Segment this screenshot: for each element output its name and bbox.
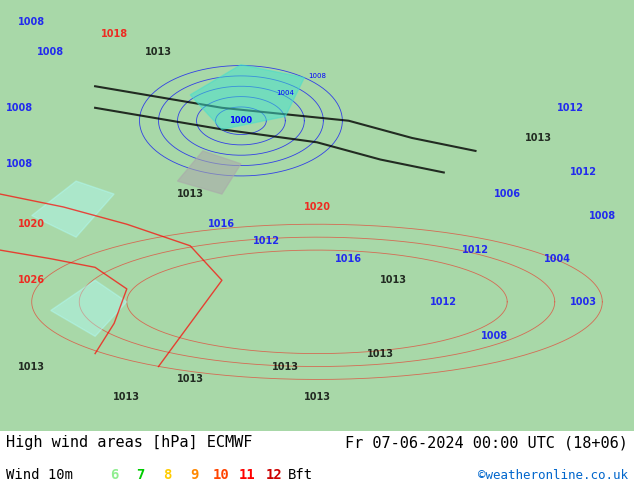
Text: Fr 07-06-2024 00:00 UTC (18+06): Fr 07-06-2024 00:00 UTC (18+06)	[345, 436, 628, 450]
Text: 1013: 1013	[177, 374, 204, 385]
Text: 1003: 1003	[570, 297, 597, 307]
Text: 8: 8	[163, 468, 172, 482]
Text: 1004: 1004	[545, 254, 571, 264]
Text: 1013: 1013	[145, 47, 172, 57]
Text: 1012: 1012	[462, 245, 489, 255]
Text: 11: 11	[239, 468, 256, 482]
Text: 1013: 1013	[18, 362, 45, 371]
Polygon shape	[51, 280, 127, 336]
Text: 1013: 1013	[272, 362, 299, 371]
Text: High wind areas [hPa] ECMWF: High wind areas [hPa] ECMWF	[6, 436, 253, 450]
Text: 1012: 1012	[570, 168, 597, 177]
Text: 1012: 1012	[557, 103, 584, 113]
Text: 7: 7	[136, 468, 145, 482]
Text: 10: 10	[212, 468, 229, 482]
Text: 1006: 1006	[494, 189, 521, 199]
Text: 1020: 1020	[304, 202, 330, 212]
Text: 1013: 1013	[177, 189, 204, 199]
Text: 1016: 1016	[209, 219, 235, 229]
Text: 6: 6	[110, 468, 119, 482]
Text: 1008: 1008	[37, 47, 64, 57]
Polygon shape	[190, 65, 304, 129]
Text: 1026: 1026	[18, 275, 45, 285]
Text: 1013: 1013	[526, 133, 552, 143]
Text: 1004: 1004	[276, 90, 294, 96]
Polygon shape	[178, 151, 241, 194]
Text: 9: 9	[190, 468, 198, 482]
Text: Wind 10m: Wind 10m	[6, 468, 74, 482]
Text: 1008: 1008	[18, 17, 45, 26]
Text: 1013: 1013	[304, 392, 330, 402]
Text: 1020: 1020	[18, 219, 45, 229]
Text: 1012: 1012	[253, 237, 280, 246]
Text: 1018: 1018	[101, 29, 127, 40]
Text: 1013: 1013	[380, 275, 406, 285]
Text: 12: 12	[266, 468, 282, 482]
Text: 1008: 1008	[481, 331, 508, 342]
Text: 1012: 1012	[430, 297, 457, 307]
Text: 1008: 1008	[6, 103, 32, 113]
Text: 1008: 1008	[6, 159, 32, 169]
Text: 1013: 1013	[113, 392, 140, 402]
Polygon shape	[32, 181, 114, 237]
Text: 1008: 1008	[308, 73, 326, 78]
Text: ©weatheronline.co.uk: ©weatheronline.co.uk	[477, 469, 628, 482]
Text: Bft: Bft	[288, 468, 313, 482]
Text: 1016: 1016	[335, 254, 362, 264]
Text: 1013: 1013	[367, 348, 394, 359]
Text: 1000: 1000	[230, 116, 252, 125]
Text: 1008: 1008	[589, 211, 616, 220]
